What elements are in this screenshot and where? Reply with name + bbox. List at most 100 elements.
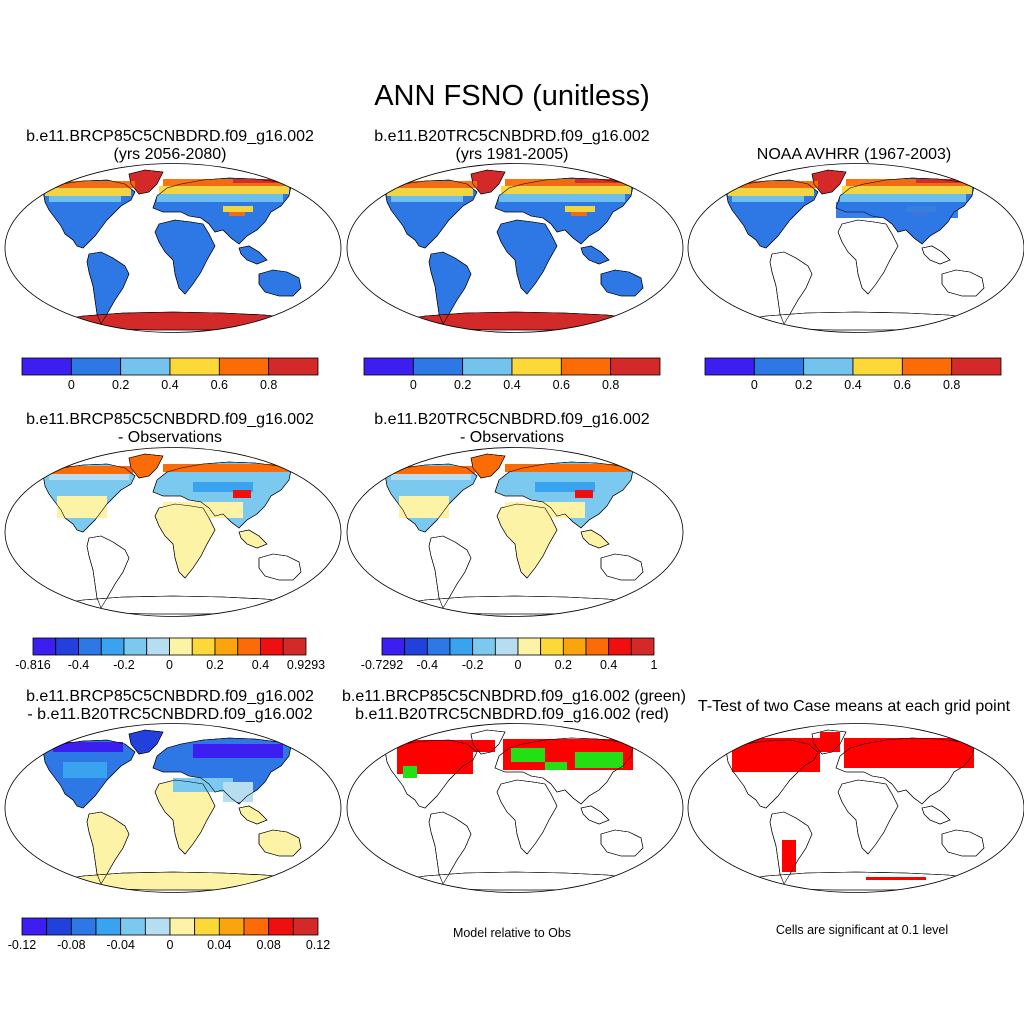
colorbar-tick-label: -0.04 [106,938,135,952]
panel-4-map [3,446,343,618]
colorbar-box [404,637,428,656]
colorbar-box [120,917,146,936]
colorbar-tick-label: 0.8 [943,378,960,392]
colorbar-box [449,637,474,656]
colorbar-box [218,917,245,936]
colorbar-box [46,917,72,936]
panel-2-title: b.e11.B20TRC5CNBDRD.f09_g16.002 (yrs 198… [342,128,682,164]
colorbar-tick-label: 0.6 [894,378,911,392]
panel-3-title: NOAA AVHRR (1967-2003) [684,146,1024,164]
colorbar-tick-label: 0.2 [112,378,129,392]
colorbar-box [630,637,655,656]
colorbar-tick-label: 0 [167,938,174,952]
colorbar-box [194,917,220,936]
colorbar-tick-label: 0 [68,378,75,392]
colorbar-box [951,357,1002,376]
panel-6-colorbar: -0.12 -0.08 -0.04 0 0.04 0.08 0.12 [8,917,330,952]
colorbar-box [21,917,48,936]
colorbar-box [494,637,519,656]
panel-5-title-line2: - Observations [459,429,565,446]
colorbar-box [426,637,451,656]
panel-3-colorbar: 0 0.2 0.4 0.6 0.8 [704,357,1002,392]
colorbar-tick-label: 0.2 [795,378,812,392]
colorbar-box [472,637,496,656]
colorbar-box [562,637,587,656]
colorbar-box [21,357,72,376]
colorbar-box [214,637,239,656]
colorbar-tick-label: 0.8 [602,378,619,392]
colorbar-tick-label: 0.4 [252,658,269,672]
panel-7-title-line2: b.e11.B20TRC5CNBDRD.f09_g16.002 (red) [355,706,669,723]
colorbar-box [363,357,414,376]
colorbar-tick-label: 0.2 [454,378,471,392]
colorbar-tick-label: 0.4 [161,378,178,392]
colorbar-tick-label: -0.4 [417,658,439,672]
panel-1-colorbar: 0 0.2 0.4 0.6 0.8 [21,357,319,392]
panel-8-title: T-Test of two Case means at each grid po… [684,698,1024,716]
colorbar-box [901,357,953,376]
panel-2-title-line2: (yrs 1981-2005) [455,146,569,163]
colorbar-tick-label: -0.816 [15,658,50,672]
colorbar-tick-label: 0 [166,658,173,672]
panel-6-title-line2: - b.e11.B20TRC5CNBDRD.f09_g16.002 [27,706,313,723]
colorbar-tick-label: 0.08 [256,938,280,952]
colorbar-box [540,637,564,656]
colorbar-tick-label: 0.2 [206,658,223,672]
colorbar-tick-label: 0.8 [260,378,277,392]
colorbar-box [560,357,612,376]
panel-5-title: b.e11.B20TRC5CNBDRD.f09_g16.002 - Observ… [342,411,682,447]
colorbar-tick-label: -0.2 [113,658,135,672]
colorbar-box [70,917,97,936]
panel-6-map [3,722,343,894]
colorbar-box [95,917,122,936]
colorbar-tick-label: 0.04 [207,938,231,952]
colorbar-tick-label: 0.12 [306,938,330,952]
panel-7-note: Model relative to Obs [452,926,572,940]
panel-1-title-line1: b.e11.BRCP85C5CNBDRD.f09_g16.002 [26,128,314,145]
colorbar-tick-label: -0.08 [57,938,86,952]
colorbar-tick-label: 0 [410,378,417,392]
colorbar-tick-label: -0.7292 [361,658,403,672]
colorbar-box [610,357,661,376]
colorbar-box [585,637,610,656]
colorbar-tick-label: -0.2 [462,658,484,672]
colorbar-box [243,917,270,936]
colorbar-box [100,637,125,656]
colorbar-box [511,357,562,376]
colorbar-box [704,357,755,376]
colorbar-tick-label: 0.4 [844,378,861,392]
colorbar-box [78,637,102,656]
colorbar-box [218,357,270,376]
panel-7-map [345,722,685,894]
colorbar-box [412,357,464,376]
panel-5-map [345,446,685,618]
colorbar-box [608,637,632,656]
colorbar-box [55,637,79,656]
colorbar-box [517,637,542,656]
panel-1-title: b.e11.BRCP85C5CNBDRD.f09_g16.002 (yrs 20… [0,128,340,164]
panel-4-title-line2: - Observations [117,429,223,446]
panel-4-title-line1: b.e11.BRCP85C5CNBDRD.f09_g16.002 [26,411,314,428]
colorbar-box [268,357,319,376]
colorbar-box [260,637,284,656]
panel-3-title-line1: NOAA AVHRR (1967-2003) [756,146,952,163]
colorbar-box [146,637,170,656]
colorbar-box [282,637,307,656]
colorbar-box [381,637,406,656]
colorbar-tick-label: 0.4 [600,658,617,672]
colorbar-tick-label: 1 [651,658,658,672]
colorbar-box [169,917,196,936]
colorbar-box [237,637,261,656]
colorbar-box [32,637,57,656]
panel-7-title-line1: b.e11.BRCP85C5CNBDRD.f09_g16.002 (green) [342,688,686,705]
colorbar-box [169,357,220,376]
colorbar-box [144,917,171,936]
colorbar-box [292,917,319,936]
panel-2-map [345,162,685,334]
colorbar-tick-label: 0.6 [553,378,570,392]
panel-1-title-line2: (yrs 2056-2080) [113,146,227,163]
figure-title: ANN FSNO (unitless) [374,80,650,112]
panel-2-title-line1: b.e11.B20TRC5CNBDRD.f09_g16.002 [374,128,650,145]
colorbar-box [803,357,854,376]
panel-5-title-line1: b.e11.B20TRC5CNBDRD.f09_g16.002 [374,411,650,428]
